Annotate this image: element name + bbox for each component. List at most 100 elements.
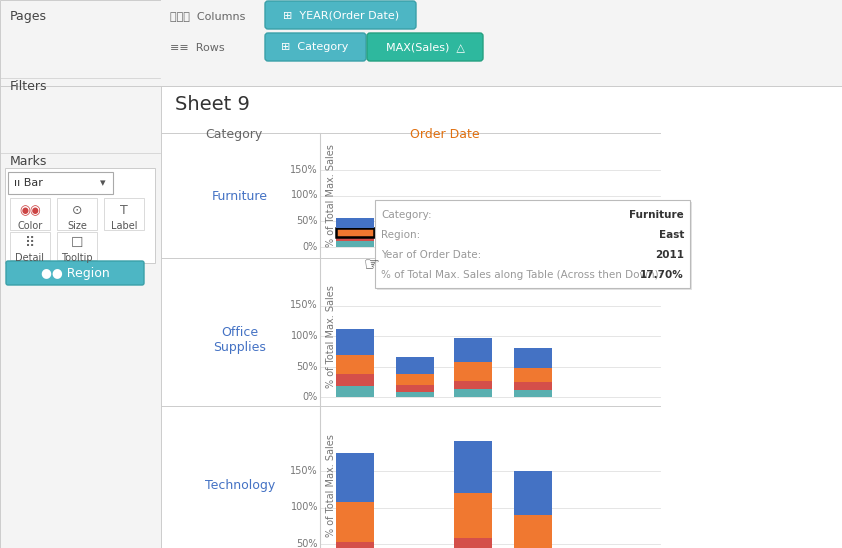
Text: ◉◉: ◉◉ [19, 204, 41, 218]
Bar [336, 237, 374, 241]
Text: T: T [120, 204, 128, 218]
Bar [336, 355, 374, 374]
Text: ıı Bar: ıı Bar [14, 178, 43, 188]
Bar [104, 198, 144, 230]
FancyBboxPatch shape [375, 200, 690, 288]
Bar [336, 241, 374, 247]
Text: 100%: 100% [290, 331, 318, 341]
Text: ▾: ▾ [100, 178, 106, 188]
FancyBboxPatch shape [265, 1, 416, 29]
Bar [336, 503, 374, 543]
Text: 150%: 150% [290, 300, 318, 311]
Text: % of Total Max. Sales: % of Total Max. Sales [326, 285, 336, 388]
Bar [514, 368, 552, 382]
Bar [454, 237, 492, 242]
Text: 2011: 2011 [655, 250, 684, 260]
Bar [514, 471, 552, 515]
Text: Year of Order Date:: Year of Order Date: [381, 250, 482, 260]
Bar [396, 391, 434, 397]
Bar [454, 220, 492, 229]
Bar [454, 389, 492, 397]
Text: % of Total Max. Sales: % of Total Max. Sales [326, 145, 336, 248]
Text: ⊞  Category: ⊞ Category [281, 42, 349, 52]
Bar [514, 515, 552, 548]
Bar [5, 168, 155, 263]
Bar [57, 198, 97, 230]
Text: ⊞  YEAR(Order Date): ⊞ YEAR(Order Date) [283, 10, 399, 20]
Bar [8, 172, 113, 194]
Text: MAX(Sales)  △: MAX(Sales) △ [386, 42, 465, 52]
FancyBboxPatch shape [367, 33, 483, 61]
Bar [161, 0, 842, 86]
Text: ≡≡  Rows: ≡≡ Rows [170, 43, 225, 53]
Text: 0%: 0% [303, 242, 318, 252]
Text: Category:: Category: [381, 210, 432, 220]
Text: 150%: 150% [290, 165, 318, 175]
Text: ⊙: ⊙ [72, 204, 83, 218]
Bar [336, 329, 374, 355]
Bar [396, 213, 434, 224]
Text: Furniture: Furniture [629, 210, 684, 220]
Text: Order Date: Order Date [410, 128, 480, 141]
Text: Technology: Technology [205, 480, 275, 493]
Text: East: East [658, 230, 684, 240]
Text: 17.70%: 17.70% [640, 270, 684, 280]
Bar [514, 382, 552, 390]
Bar [396, 242, 434, 247]
Text: ☐: ☐ [71, 236, 83, 250]
Bar [514, 229, 552, 238]
Bar [454, 441, 492, 493]
Text: Category: Category [205, 128, 262, 141]
Text: Label: Label [111, 221, 137, 231]
Bar [454, 380, 492, 389]
Text: Size: Size [67, 221, 87, 231]
Text: Detail: Detail [15, 253, 45, 263]
Bar [514, 219, 552, 229]
Bar [396, 236, 434, 242]
Bar [454, 493, 492, 538]
Bar [377, 202, 692, 290]
Text: Pages: Pages [10, 10, 47, 23]
Bar [336, 386, 374, 397]
Bar [336, 374, 374, 386]
Text: 50%: 50% [296, 539, 318, 548]
Text: 150%: 150% [290, 466, 318, 476]
Bar [514, 390, 552, 397]
Text: Filters: Filters [10, 80, 47, 93]
Bar [514, 347, 552, 368]
Bar [10, 198, 50, 230]
Text: Tooltip: Tooltip [61, 253, 93, 263]
Text: Marks: Marks [10, 155, 47, 168]
Text: ⦿⦿⦿  Columns: ⦿⦿⦿ Columns [170, 11, 245, 21]
Bar [336, 227, 374, 237]
Bar [10, 232, 50, 260]
Text: ⠿: ⠿ [25, 236, 35, 250]
Text: % of Total Max. Sales: % of Total Max. Sales [326, 435, 336, 538]
Bar [454, 362, 492, 380]
Bar [454, 538, 492, 548]
FancyBboxPatch shape [265, 33, 366, 61]
Bar [336, 218, 374, 227]
Text: ●● Region: ●● Region [40, 266, 109, 279]
Bar [514, 242, 552, 247]
Bar [0, 0, 161, 548]
Text: ☞: ☞ [363, 255, 379, 273]
Bar [454, 229, 492, 237]
Text: Region:: Region: [381, 230, 420, 240]
Bar [396, 385, 434, 391]
Bar [396, 357, 434, 374]
Bar [336, 543, 374, 548]
Bar [396, 224, 434, 236]
Text: 100%: 100% [290, 503, 318, 512]
Bar [57, 232, 97, 260]
FancyBboxPatch shape [6, 261, 144, 285]
Text: Sheet 9: Sheet 9 [175, 95, 250, 114]
Text: 50%: 50% [296, 362, 318, 372]
Text: 50%: 50% [296, 216, 318, 226]
Bar [336, 453, 374, 503]
Text: % of Total Max. Sales along Table (Across then Down):: % of Total Max. Sales along Table (Acros… [381, 270, 663, 280]
Text: 0%: 0% [303, 392, 318, 402]
Bar [396, 374, 434, 385]
Text: Furniture: Furniture [212, 190, 268, 203]
Bar [454, 242, 492, 247]
